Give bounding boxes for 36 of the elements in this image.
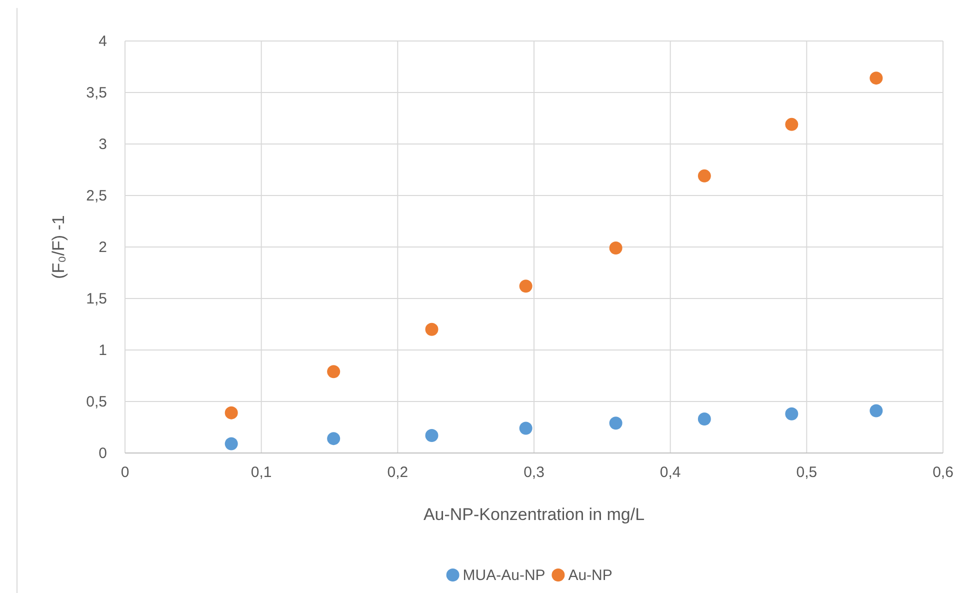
x-tick-label: 0,3 xyxy=(524,464,544,481)
point xyxy=(609,242,622,255)
point xyxy=(519,422,532,435)
point xyxy=(609,416,622,430)
x-tick-label: 0,5 xyxy=(796,464,818,481)
y-tick-label: 1 xyxy=(98,342,107,359)
point xyxy=(870,404,883,418)
x-tick-label: 0,2 xyxy=(387,464,408,481)
y-tick-label: 2 xyxy=(98,239,107,256)
point xyxy=(785,118,798,131)
x-tick-label: 0 xyxy=(120,464,130,481)
y-tick-label: 0 xyxy=(98,445,107,462)
y-axis-title: (F₀/F) -1 xyxy=(49,215,68,279)
point xyxy=(327,432,340,446)
legend-label: MUA-Au-NP xyxy=(462,567,546,584)
point xyxy=(519,280,532,293)
point xyxy=(870,72,883,85)
y-tick-label: 4 xyxy=(98,33,107,50)
y-tick-label: 1,5 xyxy=(86,290,107,308)
y-tick-label: 2,5 xyxy=(86,188,107,204)
point xyxy=(224,406,238,420)
point xyxy=(425,322,438,336)
x-tick-label: 0,4 xyxy=(660,464,681,481)
point xyxy=(224,437,238,450)
x-axis-title: Au-NP-Konzentration in mg/L xyxy=(423,505,645,524)
x-tick-label: 0,1 xyxy=(250,464,272,481)
x-tick-label: 0,6 xyxy=(932,464,954,481)
point xyxy=(425,428,438,442)
y-tick-label: 3 xyxy=(98,136,107,153)
y-tick-label: 0,5 xyxy=(86,394,107,410)
legend-label: Au-NP xyxy=(568,567,612,584)
point xyxy=(785,407,798,420)
point xyxy=(327,365,340,378)
point xyxy=(698,412,711,426)
y-tick-label: 3,5 xyxy=(86,84,107,102)
point xyxy=(698,169,711,182)
